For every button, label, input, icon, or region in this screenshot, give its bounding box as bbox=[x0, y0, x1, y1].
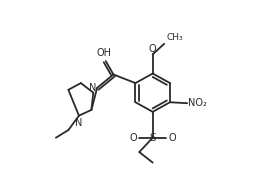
Text: CH₃: CH₃ bbox=[166, 33, 183, 42]
Text: NO₂: NO₂ bbox=[188, 98, 207, 108]
Text: S: S bbox=[149, 133, 156, 143]
Text: N: N bbox=[89, 83, 96, 93]
Text: OH: OH bbox=[96, 48, 111, 58]
Text: O: O bbox=[168, 133, 176, 143]
Text: O: O bbox=[130, 133, 137, 143]
Text: O: O bbox=[149, 44, 157, 54]
Text: N: N bbox=[75, 118, 83, 128]
